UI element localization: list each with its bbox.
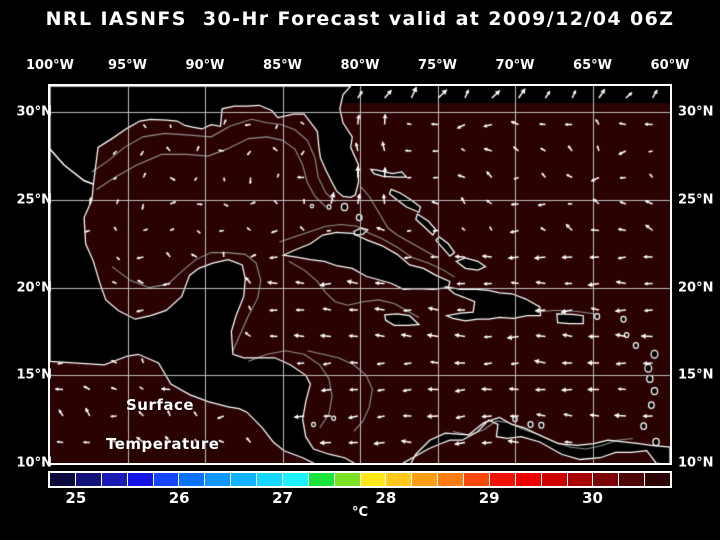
colorbar-swatch — [438, 473, 464, 486]
lat-tick-label-left: 25°N — [16, 192, 52, 208]
colorbar-swatch — [567, 473, 594, 486]
lat-tick-label-left: 20°N — [16, 280, 52, 296]
colorbar-swatch — [101, 473, 128, 486]
colorbar-swatch — [386, 473, 413, 486]
colorbar-swatches — [50, 473, 670, 486]
map-overlay-line1: Surface — [126, 396, 195, 414]
lon-tick-label: 100°W — [26, 58, 74, 73]
lat-tick-label-right: 20°N — [678, 280, 714, 296]
map-overlay-line2: Temperature — [106, 435, 220, 453]
colorbar-tick-label: 28 — [375, 489, 397, 507]
colorbar-unit-label: °C — [351, 505, 369, 520]
colorbar-swatch — [645, 473, 670, 486]
colorbar-swatch — [541, 473, 568, 486]
map-plot-area: Surface Temperature — [48, 84, 672, 465]
colorbar-swatch — [127, 473, 154, 486]
colorbar-tick-label: 29 — [478, 489, 500, 507]
colorbar-swatch — [282, 473, 309, 486]
colorbar-tick-label: 25 — [65, 489, 87, 507]
colorbar-swatch — [205, 473, 232, 486]
colorbar-swatch — [75, 473, 102, 486]
page-title: NRL IASNFS 30-Hr Forecast valid at 2009/… — [45, 8, 675, 30]
sst-heatmap-canvas — [50, 86, 670, 463]
colorbar-tick-label: 30 — [582, 489, 603, 507]
colorbar-swatch — [464, 473, 490, 486]
lat-tick-label-right: 10°N — [678, 455, 714, 471]
lon-tick-label: 90°W — [185, 58, 225, 73]
colorbar-swatch — [619, 473, 646, 486]
lon-tick-label: 95°W — [108, 58, 147, 73]
colorbar-swatch — [515, 473, 542, 486]
colorbar-tick-label: 26 — [168, 489, 190, 507]
lon-tick-label: 80°W — [340, 58, 380, 73]
lat-tick-label-left: 30°N — [16, 104, 52, 120]
colorbar-swatch — [231, 473, 257, 486]
lat-tick-label-right: 30°N — [678, 104, 714, 120]
colorbar — [48, 471, 672, 488]
lon-tick-label: 65°W — [573, 58, 612, 73]
lat-tick-label-right: 25°N — [678, 192, 714, 208]
colorbar-swatch — [153, 473, 180, 486]
colorbar-swatch — [50, 473, 76, 486]
lat-tick-label-right: 15°N — [678, 367, 714, 383]
colorbar-swatch — [360, 473, 387, 486]
lon-tick-label: 70°W — [495, 58, 535, 73]
colorbar-tick-label: 27 — [272, 489, 293, 507]
colorbar-swatch — [593, 473, 620, 486]
lat-tick-label-left: 10°N — [16, 455, 52, 471]
lat-tick-label-left: 15°N — [16, 367, 52, 383]
colorbar-swatch — [257, 473, 283, 486]
colorbar-swatch — [334, 473, 361, 486]
lon-tick-label: 75°W — [418, 58, 457, 73]
colorbar-swatch — [412, 473, 439, 486]
colorbar-swatch — [179, 473, 206, 486]
colorbar-swatch — [489, 473, 516, 486]
colorbar-swatch — [308, 473, 335, 486]
lon-tick-label: 85°W — [263, 58, 302, 73]
lon-tick-label: 60°W — [650, 58, 690, 73]
